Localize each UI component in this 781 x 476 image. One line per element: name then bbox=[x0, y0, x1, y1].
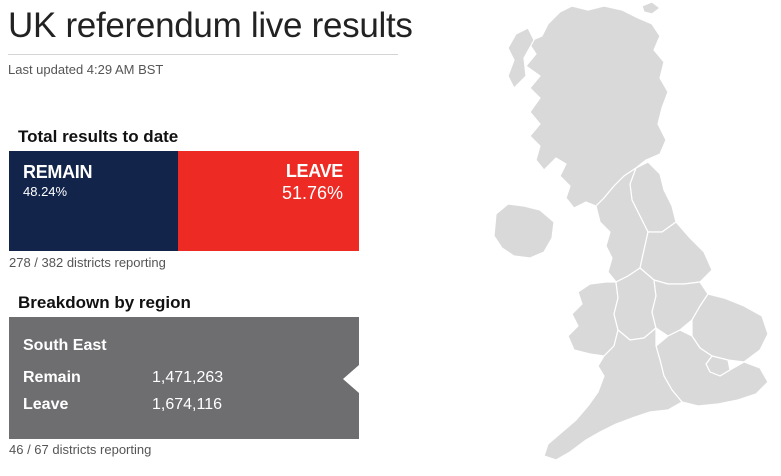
remain-label: REMAIN bbox=[23, 162, 93, 182]
map-island-orkney[interactable] bbox=[641, 1, 661, 15]
leave-percent: 51.76% bbox=[281, 183, 343, 203]
map-region-wales[interactable] bbox=[567, 281, 619, 357]
map-region-northern-ireland[interactable] bbox=[493, 203, 555, 259]
region-leave-value: 1,674,116 bbox=[152, 396, 222, 413]
total-results-bar: REMAIN 48.24% LEAVE 51.76% bbox=[9, 151, 359, 251]
region-leave-label: Leave bbox=[23, 396, 69, 413]
region-name: South East bbox=[23, 337, 107, 354]
title-divider bbox=[8, 54, 398, 55]
region-breakdown-panel: South East Remain 1,471,263 Leave 1,674,… bbox=[9, 317, 359, 439]
breakdown-heading: Breakdown by region bbox=[18, 293, 191, 312]
remain-percent: 48.24% bbox=[23, 184, 68, 199]
total-districts-reporting: 278 / 382 districts reporting bbox=[9, 255, 166, 270]
region-remain-label: Remain bbox=[23, 369, 81, 386]
region-districts-reporting: 46 / 67 districts reporting bbox=[9, 442, 152, 457]
leave-total-box: LEAVE 51.76% bbox=[177, 151, 359, 251]
map-island-outer-hebrides[interactable] bbox=[507, 27, 535, 89]
panel-pointer bbox=[343, 365, 359, 393]
remain-total-box: REMAIN 48.24% bbox=[9, 151, 178, 251]
map-region-scotland[interactable] bbox=[525, 5, 669, 209]
leave-label: LEAVE bbox=[285, 161, 343, 181]
map-region-south-west[interactable] bbox=[543, 327, 683, 461]
page-title: UK referendum live results bbox=[8, 6, 413, 45]
uk-region-map[interactable] bbox=[468, 0, 781, 476]
total-results-heading: Total results to date bbox=[18, 127, 179, 146]
region-remain-value: 1,471,263 bbox=[152, 369, 224, 386]
last-updated-text: Last updated 4:29 AM BST bbox=[8, 62, 164, 77]
